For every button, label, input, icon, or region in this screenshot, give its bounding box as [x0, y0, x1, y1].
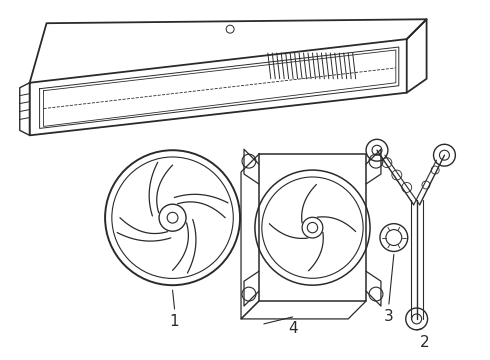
- Text: 4: 4: [288, 321, 297, 336]
- Text: 2: 2: [420, 335, 429, 350]
- Text: 1: 1: [170, 314, 179, 329]
- Text: 3: 3: [384, 310, 394, 324]
